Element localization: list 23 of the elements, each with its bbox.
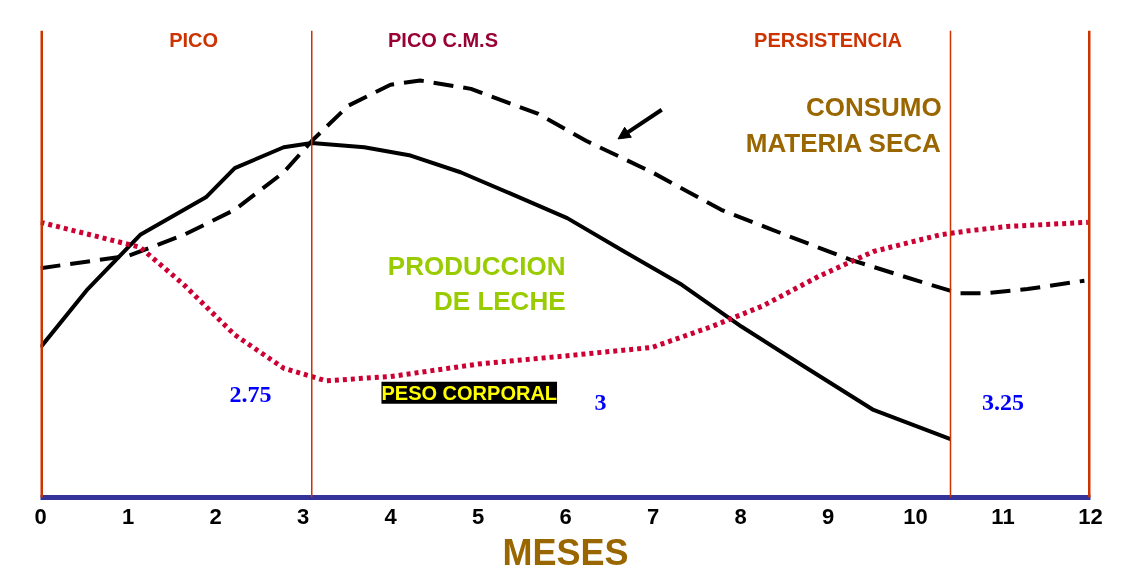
x-tick-label: 3 — [296, 503, 310, 529]
x-tick-label: 2 — [209, 503, 222, 529]
series-label: PESO CORPORAL — [381, 381, 558, 404]
text: PERSISTENCIA — [754, 29, 902, 52]
x-tick-label: 12 — [1078, 503, 1103, 529]
annotation: 3 — [594, 388, 607, 415]
x-tick-label: 1 — [121, 503, 135, 529]
x-tick-label: 6 — [559, 503, 572, 529]
x-tick-label: 9 — [821, 503, 835, 529]
x-tick-label: 10 — [903, 503, 928, 529]
x-tick-label: 7 — [646, 503, 660, 529]
x-tick-label: 5 — [471, 503, 485, 529]
text: PICO C.M.S — [388, 29, 499, 52]
text: CONSUMO MATERIA SECA — [745, 92, 942, 158]
series-label: PRODUCCION DE LECHE — [387, 250, 566, 317]
x-tick-label: 0 — [34, 503, 47, 529]
x-axis-title: MESES — [502, 531, 629, 573]
x-tick-label: 4 — [384, 503, 398, 529]
text: PICO — [169, 29, 219, 52]
x-tick-label: 11 — [991, 503, 1015, 529]
x-tick-label: 8 — [734, 503, 747, 529]
annotation: 3.25 — [982, 388, 1024, 415]
annotation: 2.75 — [229, 380, 272, 407]
